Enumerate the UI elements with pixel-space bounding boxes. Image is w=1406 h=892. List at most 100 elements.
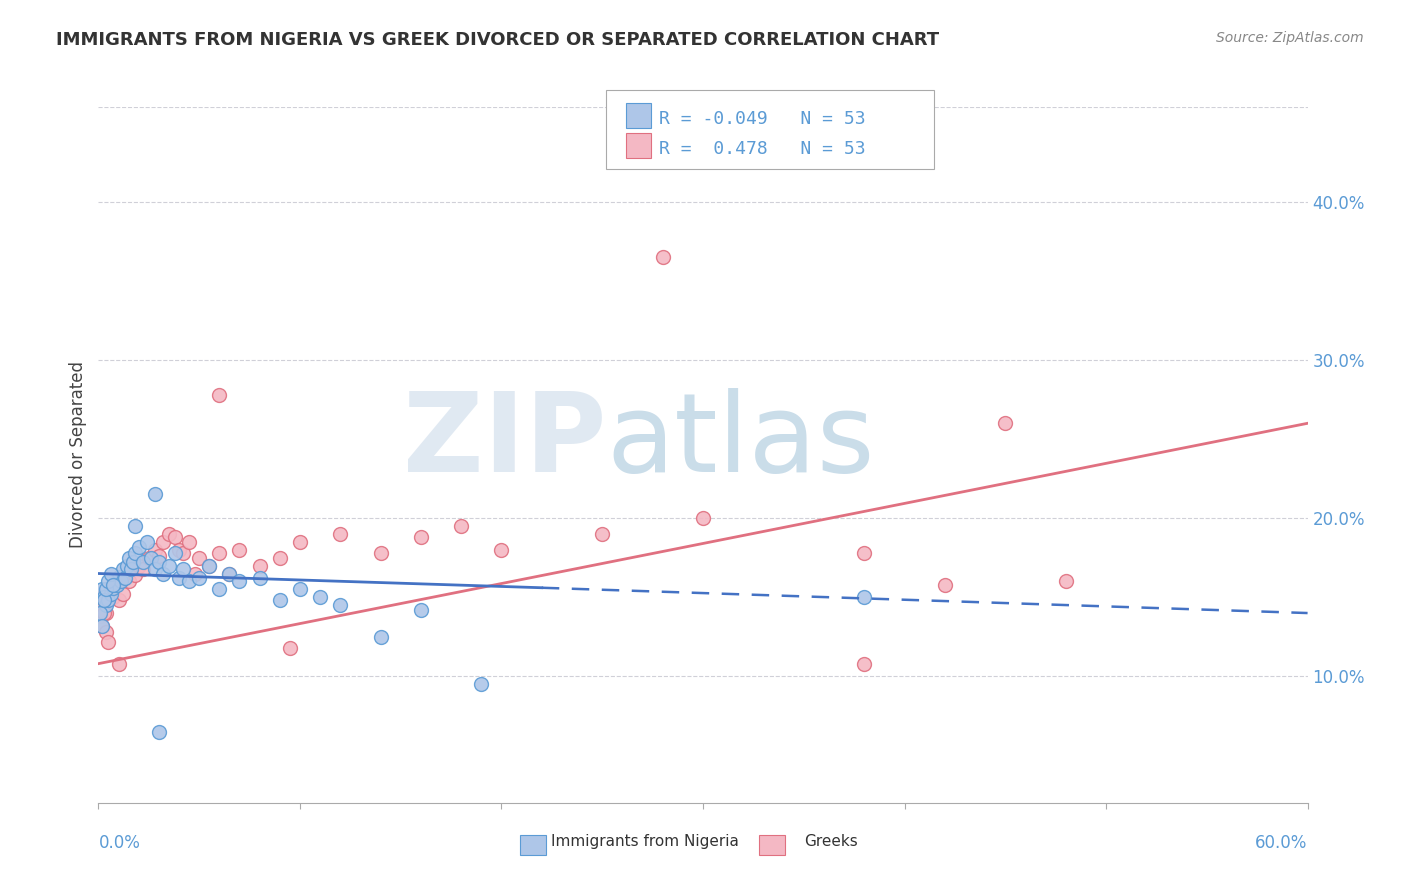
Point	[124, 546, 146, 560]
Point	[152, 566, 174, 581]
Point	[288, 534, 311, 549]
Point	[110, 574, 132, 589]
Point	[143, 542, 166, 557]
Point	[97, 593, 120, 607]
Point	[124, 568, 146, 582]
Point	[97, 574, 120, 589]
Point	[329, 598, 352, 612]
Point	[135, 534, 157, 549]
Text: Source: ZipAtlas.com: Source: ZipAtlas.com	[1216, 31, 1364, 45]
Point	[692, 511, 714, 525]
Point	[148, 724, 170, 739]
Text: R = -0.049   N = 53: R = -0.049 N = 53	[659, 110, 866, 128]
Point	[148, 549, 170, 563]
Point	[143, 562, 166, 576]
Point	[97, 634, 120, 648]
Point	[491, 542, 513, 557]
Point	[132, 562, 155, 576]
Point	[278, 640, 301, 655]
Point	[101, 577, 124, 591]
Point	[288, 582, 311, 597]
Point	[228, 542, 250, 557]
Point	[651, 250, 673, 264]
Point	[853, 546, 876, 560]
Point	[370, 546, 392, 560]
Point	[228, 574, 250, 589]
Point	[152, 534, 174, 549]
Point	[269, 550, 291, 565]
Point	[93, 598, 115, 612]
Text: 0.0%: 0.0%	[98, 834, 141, 852]
Point	[103, 577, 125, 591]
Point	[89, 603, 111, 617]
Point	[249, 571, 271, 585]
Point	[179, 574, 201, 589]
Point	[139, 550, 162, 565]
Point	[91, 591, 114, 605]
Point	[163, 530, 186, 544]
Point	[96, 625, 118, 640]
Point	[994, 417, 1017, 431]
Point	[172, 546, 194, 560]
Point	[128, 558, 150, 573]
Point	[934, 577, 956, 591]
Point	[138, 550, 160, 565]
Point	[107, 593, 129, 607]
Point	[218, 566, 240, 581]
Point	[470, 677, 492, 691]
Point	[93, 591, 115, 605]
Point	[249, 558, 271, 573]
Text: IMMIGRANTS FROM NIGERIA VS GREEK DIVORCED OR SEPARATED CORRELATION CHART: IMMIGRANTS FROM NIGERIA VS GREEK DIVORCE…	[56, 31, 939, 49]
Point	[101, 581, 124, 595]
Text: 60.0%: 60.0%	[1256, 834, 1308, 852]
Point	[591, 527, 613, 541]
Point	[89, 606, 111, 620]
Point	[269, 593, 291, 607]
Point	[100, 566, 122, 581]
Point	[329, 527, 352, 541]
Point	[188, 571, 211, 585]
Text: atlas: atlas	[606, 387, 875, 494]
Text: R =  0.478   N = 53: R = 0.478 N = 53	[659, 140, 866, 158]
Point	[157, 558, 180, 573]
Point	[93, 606, 115, 620]
Point	[111, 562, 134, 576]
Point	[370, 630, 392, 644]
Point	[853, 657, 876, 671]
Point	[409, 603, 432, 617]
Point	[218, 566, 240, 581]
Point	[208, 388, 231, 402]
Text: Immigrants from Nigeria: Immigrants from Nigeria	[551, 834, 740, 848]
Point	[91, 582, 114, 597]
Point	[208, 582, 231, 597]
Point	[93, 593, 115, 607]
Point	[121, 556, 143, 570]
Point	[148, 556, 170, 570]
Point	[167, 542, 190, 557]
Point	[208, 546, 231, 560]
Point	[198, 558, 221, 573]
Point	[120, 562, 142, 576]
Point	[97, 593, 120, 607]
Text: ZIP: ZIP	[404, 387, 606, 494]
Point	[96, 582, 118, 597]
Point	[115, 558, 138, 573]
Point	[157, 527, 180, 541]
Point	[91, 618, 114, 632]
Point	[91, 618, 114, 632]
Point	[188, 550, 211, 565]
Point	[96, 606, 118, 620]
Point	[124, 519, 146, 533]
Point	[118, 574, 141, 589]
Point	[101, 591, 124, 605]
Point	[198, 558, 221, 573]
Text: Greeks: Greeks	[804, 834, 858, 848]
Point	[132, 556, 155, 570]
Point	[143, 487, 166, 501]
Point	[179, 534, 201, 549]
Point	[96, 598, 118, 612]
Point	[114, 571, 136, 585]
Point	[118, 550, 141, 565]
Point	[107, 657, 129, 671]
Point	[409, 530, 432, 544]
